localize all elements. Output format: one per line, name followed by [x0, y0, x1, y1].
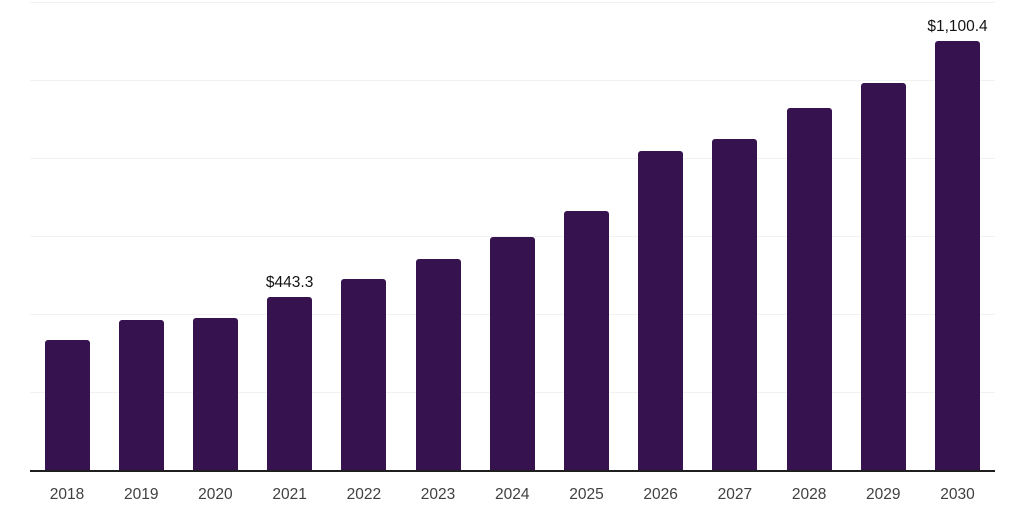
- bar-2029[interactable]: [860, 83, 906, 470]
- x-tick-label-2028: 2028: [791, 486, 827, 503]
- bar-value-label-2030: $1,100.4: [927, 18, 988, 35]
- x-tick-label-2025: 2025: [569, 486, 604, 503]
- bar-2018[interactable]: [44, 340, 90, 470]
- gridline: [30, 2, 995, 3]
- x-tick-label-2018: 2018: [49, 486, 85, 503]
- bar-2025[interactable]: [563, 211, 609, 470]
- x-tick-label-2024: 2024: [495, 486, 530, 503]
- x-tick-label-2020: 2020: [198, 486, 233, 503]
- x-tick-label-2030: 2030: [940, 486, 975, 503]
- bar-value-label-2021: $443.3: [265, 274, 314, 291]
- bar-2028[interactable]: [786, 108, 832, 470]
- bar-2026[interactable]: [638, 151, 684, 470]
- x-tick-label-2021: 2021: [272, 486, 307, 503]
- bar-2019[interactable]: [118, 320, 164, 470]
- bar-2027[interactable]: [712, 139, 758, 470]
- bar-2024[interactable]: [489, 237, 535, 470]
- x-tick-label-2026: 2026: [643, 486, 678, 503]
- gridline: [30, 236, 995, 237]
- bar-2030[interactable]: [935, 41, 981, 470]
- x-tick-label-2029: 2029: [866, 486, 901, 503]
- x-tick-label-2027: 2027: [717, 486, 753, 503]
- bar-2022[interactable]: [341, 279, 387, 470]
- gridline: [30, 158, 995, 159]
- bar-2020[interactable]: [192, 318, 238, 470]
- gridline: [30, 80, 995, 81]
- x-tick-label-2019: 2019: [123, 486, 159, 503]
- x-axis-line: [30, 470, 995, 472]
- x-tick-label-2022: 2022: [346, 486, 382, 503]
- bar-2021[interactable]: [267, 297, 313, 470]
- bar-2023[interactable]: [415, 259, 461, 470]
- x-tick-label-2023: 2023: [420, 486, 456, 503]
